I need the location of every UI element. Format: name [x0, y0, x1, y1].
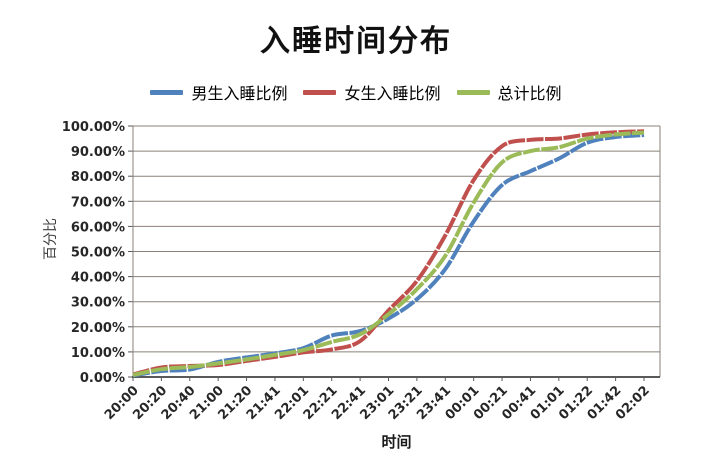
legend-item-female: 女生入睡比例	[303, 80, 441, 104]
y-tick-label: 40.00%	[71, 271, 125, 286]
y-tick-label: 90.00%	[71, 145, 125, 160]
y-tick-label: 60.00%	[71, 220, 125, 235]
legend-swatch-female-icon	[303, 89, 337, 95]
series-line-total	[132, 130, 645, 377]
axis-ticks	[128, 125, 645, 381]
legend-item-male: 男生入睡比例	[150, 80, 287, 104]
x-axis-tick-labels: 20:0020:2020:4021:0021:2021:4122:0122:21…	[102, 383, 653, 423]
y-tick-label: 50.00%	[71, 246, 125, 261]
plot-border	[132, 125, 661, 378]
legend-swatch-male-icon	[150, 89, 184, 95]
legend-label-total: 总计比例	[497, 84, 562, 103]
y-tick-label: 70.00%	[71, 195, 125, 210]
series-lines	[132, 129, 645, 378]
legend-swatch-total-icon	[456, 89, 490, 95]
legend-label-female: 女生入睡比例	[344, 84, 441, 103]
chart-title: 入睡时间分布	[260, 24, 452, 59]
y-axis-title: 百分比	[43, 218, 59, 260]
series-line-female	[132, 129, 645, 377]
y-tick-label: 30.00%	[71, 296, 125, 311]
legend-item-total: 总计比例	[456, 80, 562, 104]
y-tick-label: 80.00%	[71, 170, 125, 185]
y-tick-label: 100.00%	[62, 120, 125, 135]
y-tick-label: 0.00%	[80, 371, 125, 386]
legend: 男生入睡比例 女生入睡比例 总计比例	[0, 80, 712, 104]
legend-label-male: 男生入睡比例	[191, 84, 288, 103]
y-tick-label: 20.00%	[71, 321, 125, 336]
y-tick-label: 10.00%	[71, 346, 125, 361]
y-axis-tick-labels: 0.00% 10.00% 20.00% 30.00% 40.00% 50.00% 60.00…	[62, 120, 125, 386]
x-axis-title: 时间	[381, 433, 412, 451]
gridlines	[133, 125, 660, 353]
series-line-male	[132, 133, 645, 378]
